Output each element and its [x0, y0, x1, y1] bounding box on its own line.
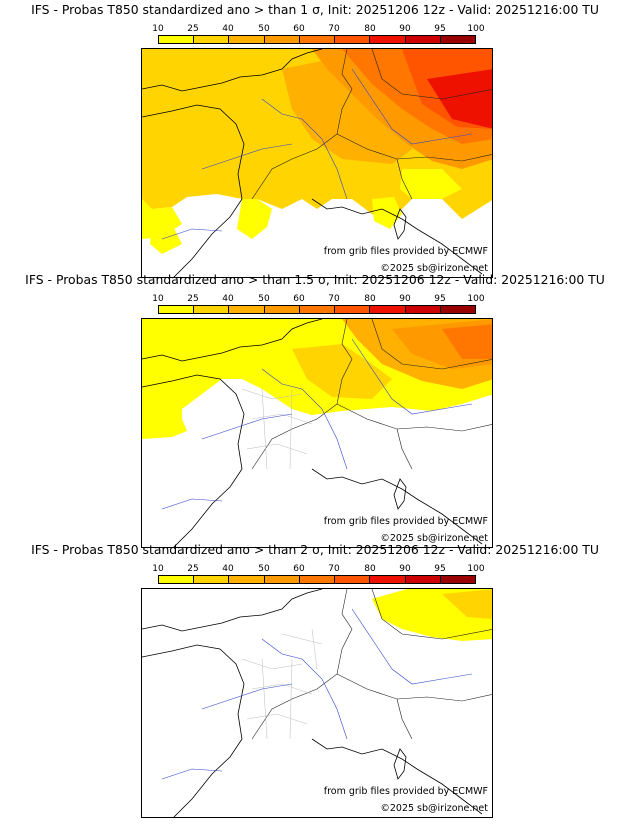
colorbar-tick: 25 — [187, 24, 199, 34]
colorbar-tick: 60 — [293, 24, 305, 34]
credit-source: from grib files provided by ECMWF — [323, 246, 488, 257]
colorbar-tick: 60 — [293, 564, 305, 574]
colorbar-tick: 25 — [187, 564, 199, 574]
map-panel-1: IFS - Probas T850 standardized ano > tha… — [0, 0, 630, 278]
colorbar-segment — [335, 36, 371, 43]
colorbar-tick: 90 — [399, 294, 411, 304]
colorbar-segment — [405, 576, 441, 583]
probability-map: from grib files provided by ECMWF ©2025 … — [141, 48, 493, 278]
colorbar-segment — [405, 306, 441, 313]
colorbar-segment — [335, 576, 371, 583]
colorbar-tick: 95 — [434, 294, 446, 304]
credit-source: from grib files provided by ECMWF — [323, 516, 488, 527]
colorbar-segment — [335, 306, 371, 313]
colorbar-segment — [440, 576, 475, 583]
colorbar-tick: 50 — [258, 294, 270, 304]
panel-title: IFS - Probas T850 standardized ano > tha… — [31, 2, 599, 17]
colorbar-tick: 50 — [258, 24, 270, 34]
colorbar-tick: 100 — [467, 24, 485, 34]
colorbar-segment — [370, 306, 406, 313]
colorbar-tick: 100 — [467, 294, 485, 304]
colorbar-segment — [159, 306, 195, 313]
map-panel-3: IFS - Probas T850 standardized ano > tha… — [0, 540, 630, 818]
panel-title: IFS - Probas T850 standardized ano > tha… — [31, 542, 599, 557]
colorbar-tick: 90 — [399, 564, 411, 574]
colorbar-tick: 100 — [467, 564, 485, 574]
colorbar-segment — [229, 36, 265, 43]
colorbar-segment — [264, 576, 300, 583]
map-graphic — [142, 49, 492, 277]
colorbar-tick: 60 — [293, 294, 305, 304]
colorbar-tick: 40 — [222, 564, 234, 574]
map-panel-2: IFS - Probas T850 standardized ano > tha… — [0, 270, 630, 548]
colorbar-tick: 25 — [187, 294, 199, 304]
colorbar-segment — [194, 576, 230, 583]
colorbar-tick: 95 — [434, 24, 446, 34]
colorbar-tick: 10 — [152, 24, 164, 34]
colorbar-segment — [405, 36, 441, 43]
credit-copyright: ©2025 sb@irizone.net — [380, 803, 488, 814]
colorbar-tick: 80 — [364, 24, 376, 34]
colorbar-segment — [194, 306, 230, 313]
colorbar-segment — [264, 306, 300, 313]
colorbar-segment — [229, 306, 265, 313]
colorbar-segment — [440, 306, 475, 313]
colorbar — [158, 35, 476, 44]
colorbar-segment — [264, 36, 300, 43]
colorbar-segment — [229, 576, 265, 583]
colorbar-segment — [370, 36, 406, 43]
panel-title: IFS - Probas T850 standardized ano > tha… — [25, 272, 605, 287]
probability-map: from grib files provided by ECMWF ©2025 … — [141, 318, 493, 548]
probability-map: from grib files provided by ECMWF ©2025 … — [141, 588, 493, 818]
colorbar-tick: 95 — [434, 564, 446, 574]
colorbar-segment — [159, 36, 195, 43]
colorbar-tick: 80 — [364, 564, 376, 574]
map-graphic — [142, 589, 492, 817]
colorbar-segment — [299, 306, 336, 313]
colorbar-tick: 80 — [364, 294, 376, 304]
colorbar-tick: 70 — [328, 24, 340, 34]
credit-copyright: ©2025 sb@irizone.net — [380, 263, 488, 274]
credit-source: from grib files provided by ECMWF — [323, 786, 488, 797]
colorbar-segment — [370, 576, 406, 583]
colorbar-segment — [299, 36, 336, 43]
colorbar-tick: 40 — [222, 24, 234, 34]
colorbar-segment — [440, 36, 475, 43]
colorbar-segment — [159, 576, 195, 583]
colorbar-tick: 40 — [222, 294, 234, 304]
colorbar — [158, 575, 476, 584]
colorbar-tick: 70 — [328, 564, 340, 574]
colorbar-tick: 50 — [258, 564, 270, 574]
colorbar-tick: 10 — [152, 564, 164, 574]
colorbar-tick: 70 — [328, 294, 340, 304]
colorbar-segment — [299, 576, 336, 583]
colorbar-tick: 90 — [399, 24, 411, 34]
colorbar-tick: 10 — [152, 294, 164, 304]
colorbar-segment — [194, 36, 230, 43]
colorbar — [158, 305, 476, 314]
map-graphic — [142, 319, 492, 547]
credit-copyright: ©2025 sb@irizone.net — [380, 533, 488, 544]
